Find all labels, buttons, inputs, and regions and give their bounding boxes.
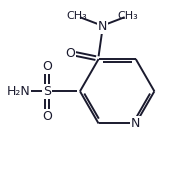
Text: O: O [42, 60, 52, 73]
Text: CH₃: CH₃ [67, 11, 88, 21]
Text: N: N [131, 117, 140, 130]
Text: S: S [43, 85, 52, 98]
Text: O: O [42, 110, 52, 123]
Text: O: O [65, 47, 75, 60]
Text: H₂N: H₂N [7, 85, 31, 98]
Text: CH₃: CH₃ [117, 11, 138, 21]
Text: N: N [98, 20, 107, 33]
